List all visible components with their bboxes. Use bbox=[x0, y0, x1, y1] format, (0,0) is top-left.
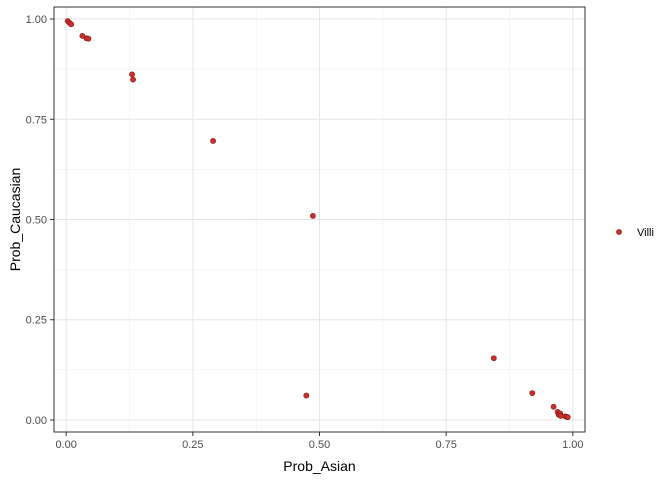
x-axis-title: Prob_Asian bbox=[283, 458, 355, 474]
x-tick-label: 0.00 bbox=[55, 439, 76, 451]
data-point bbox=[85, 35, 92, 42]
data-point bbox=[529, 390, 536, 397]
data-point bbox=[130, 76, 136, 83]
y-tick-label: 1.00 bbox=[26, 14, 47, 26]
data-point bbox=[310, 212, 316, 219]
y-axis-title: Prob_Caucasian bbox=[7, 168, 23, 272]
data-point bbox=[303, 392, 310, 399]
data-point bbox=[210, 138, 216, 144]
y-tick-label: 0.50 bbox=[26, 215, 47, 227]
x-tick-label: 0.50 bbox=[309, 439, 330, 451]
data-point bbox=[550, 403, 557, 410]
x-tick-label: 1.00 bbox=[562, 439, 583, 451]
y-axis-ticks: 0.00 0.25 0.50 0.75 1.00 bbox=[26, 14, 54, 427]
data-points bbox=[64, 18, 571, 421]
data-point bbox=[564, 414, 571, 421]
x-tick-label: 0.25 bbox=[182, 439, 203, 451]
legend-label-villi: Villi bbox=[637, 227, 654, 239]
major-gridlines bbox=[54, 7, 585, 432]
data-point bbox=[490, 355, 497, 362]
y-tick-label: 0.25 bbox=[26, 315, 47, 327]
data-point bbox=[68, 21, 75, 28]
x-axis-ticks: 0.00 0.25 0.50 0.75 1.00 bbox=[55, 432, 584, 451]
legend: Villi bbox=[616, 227, 654, 239]
y-tick-label: 0.75 bbox=[26, 114, 47, 126]
y-tick-label: 0.00 bbox=[26, 415, 47, 427]
legend-key-villi bbox=[616, 229, 622, 235]
x-tick-label: 0.75 bbox=[435, 439, 456, 451]
data-point bbox=[129, 71, 135, 78]
